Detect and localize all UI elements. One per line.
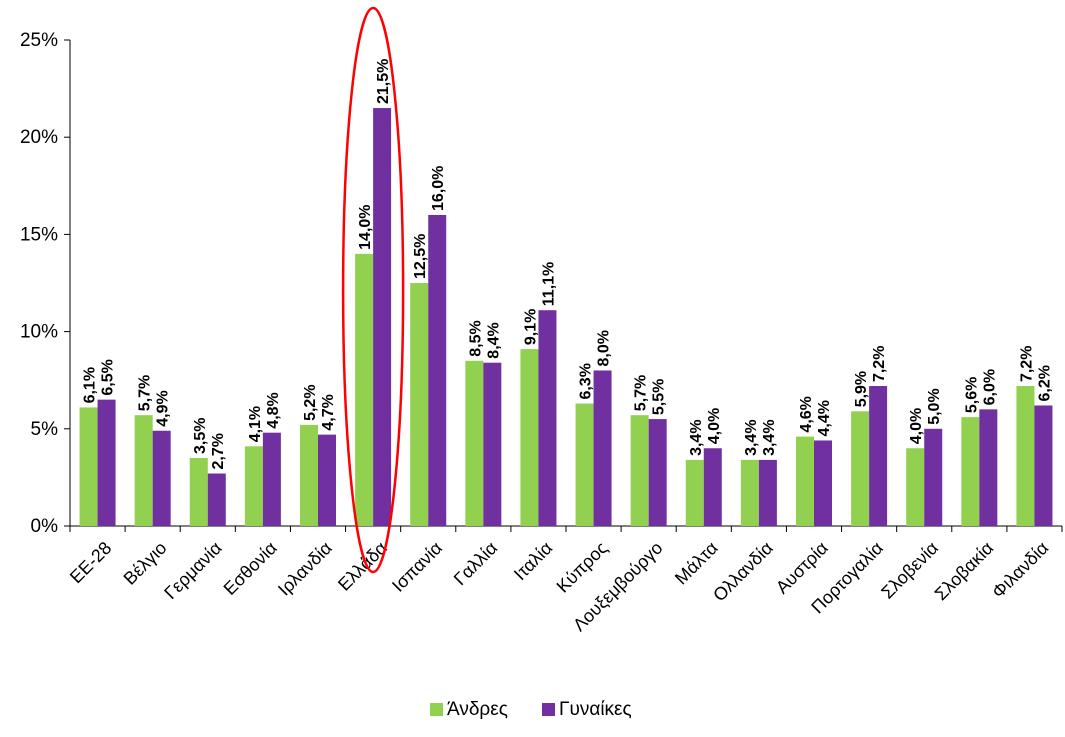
data-label: 6,3% — [578, 363, 595, 399]
data-label: 5,9% — [853, 371, 870, 407]
y-tick-label: 25% — [20, 30, 58, 51]
bar-men — [796, 436, 814, 526]
x-category-label: Γερμανία — [160, 538, 225, 603]
data-label: 5,7% — [633, 375, 650, 411]
bar-women — [262, 432, 281, 526]
bar-women — [428, 214, 447, 526]
data-label: 5,5% — [651, 379, 668, 415]
data-label: 7,2% — [871, 346, 888, 382]
bar-women — [648, 419, 667, 526]
data-label: 6,0% — [981, 369, 998, 405]
x-category-label: Βέλγιο — [120, 538, 171, 589]
bar-men — [906, 448, 925, 526]
x-category-label: Φιλανδία — [988, 538, 1052, 602]
bar-men — [244, 446, 263, 526]
data-label: 2,7% — [210, 433, 227, 469]
data-label: 9,1% — [522, 309, 539, 345]
x-category-label: Γαλλία — [450, 538, 501, 589]
data-label: 16,0% — [430, 166, 447, 211]
data-label: 6,1% — [82, 367, 99, 403]
bar-men — [300, 424, 318, 526]
bar-women — [373, 108, 392, 526]
data-label: 7,2% — [1018, 346, 1035, 382]
data-label: 5,7% — [137, 375, 154, 411]
y-tick-label: 0% — [31, 516, 59, 537]
data-label: 14,0% — [357, 204, 374, 249]
data-label: 6,2% — [1036, 365, 1053, 401]
bar-women — [483, 362, 502, 526]
data-label: 4,6% — [798, 396, 815, 432]
x-category-label: Ιρλανδία — [274, 538, 336, 600]
bar-men — [961, 417, 980, 526]
data-label: 4,9% — [155, 390, 172, 426]
legend-label: Άνδρες — [447, 699, 508, 720]
x-category-label: Μάλτα — [671, 538, 722, 589]
data-label: 4,4% — [816, 400, 833, 436]
bar-men — [355, 253, 374, 526]
data-label: 4,0% — [908, 408, 925, 444]
data-label: 4,1% — [247, 406, 264, 442]
data-label: 3,4% — [761, 419, 778, 455]
x-category-label: ΕΕ-28 — [66, 538, 116, 588]
bar-women — [593, 370, 612, 526]
legend-swatch — [430, 703, 443, 716]
data-label: 4,7% — [320, 394, 337, 430]
data-label: 4,8% — [265, 392, 282, 428]
legend-label: Γυναίκες — [559, 699, 632, 720]
y-tick-label: 10% — [20, 322, 58, 343]
bar-women — [1034, 405, 1053, 526]
bar-men — [465, 360, 484, 526]
data-label: 21,5% — [375, 59, 392, 104]
data-label: 6,5% — [100, 359, 117, 395]
data-label: 3,5% — [192, 417, 209, 453]
bar-women — [152, 430, 171, 526]
x-category-label: Ιταλία — [510, 538, 556, 584]
bar-women — [758, 459, 777, 526]
legend-swatch — [542, 703, 555, 716]
bar-men — [410, 283, 429, 526]
bar-men — [79, 407, 98, 526]
bar-men — [685, 459, 704, 526]
bar-men — [575, 403, 594, 526]
x-category-label: Ισπανία — [388, 538, 446, 596]
x-category-label: Ολλανδία — [709, 538, 777, 606]
x-category-label: Ελλάδα — [334, 538, 391, 595]
bar-women — [538, 310, 557, 526]
bar-women — [869, 386, 888, 526]
y-tick-label: 20% — [20, 127, 58, 148]
bar-men — [630, 415, 649, 526]
bar-men — [520, 349, 539, 526]
bar-women — [703, 448, 722, 526]
bar-women — [97, 399, 116, 526]
data-label: 8,0% — [596, 330, 613, 366]
bar-men — [189, 457, 208, 526]
x-category-label: Σλοβακία — [931, 538, 997, 604]
data-label: 8,4% — [485, 322, 502, 358]
bar-women — [207, 473, 226, 526]
x-category-label: Εσθονία — [220, 538, 281, 599]
bar-men — [1016, 386, 1035, 526]
data-label: 8,5% — [467, 320, 484, 356]
highlight-ellipse — [341, 6, 405, 574]
data-label: 5,6% — [963, 377, 980, 413]
bar-men — [740, 459, 759, 526]
bar-women — [924, 428, 943, 526]
data-label: 5,2% — [302, 384, 319, 420]
data-label: 11,1% — [540, 262, 557, 306]
bar-women — [979, 409, 998, 526]
bar-women — [814, 440, 832, 526]
bar-men — [134, 415, 153, 526]
data-label: 3,4% — [743, 419, 760, 455]
data-label: 12,5% — [412, 234, 429, 279]
data-label: 4,0% — [706, 408, 723, 444]
bar-men — [851, 411, 870, 526]
y-tick-label: 15% — [20, 224, 58, 245]
data-label: 3,4% — [688, 419, 705, 455]
data-label: 5,0% — [926, 388, 943, 424]
y-tick-label: 5% — [31, 419, 59, 440]
bar-women — [318, 434, 336, 526]
